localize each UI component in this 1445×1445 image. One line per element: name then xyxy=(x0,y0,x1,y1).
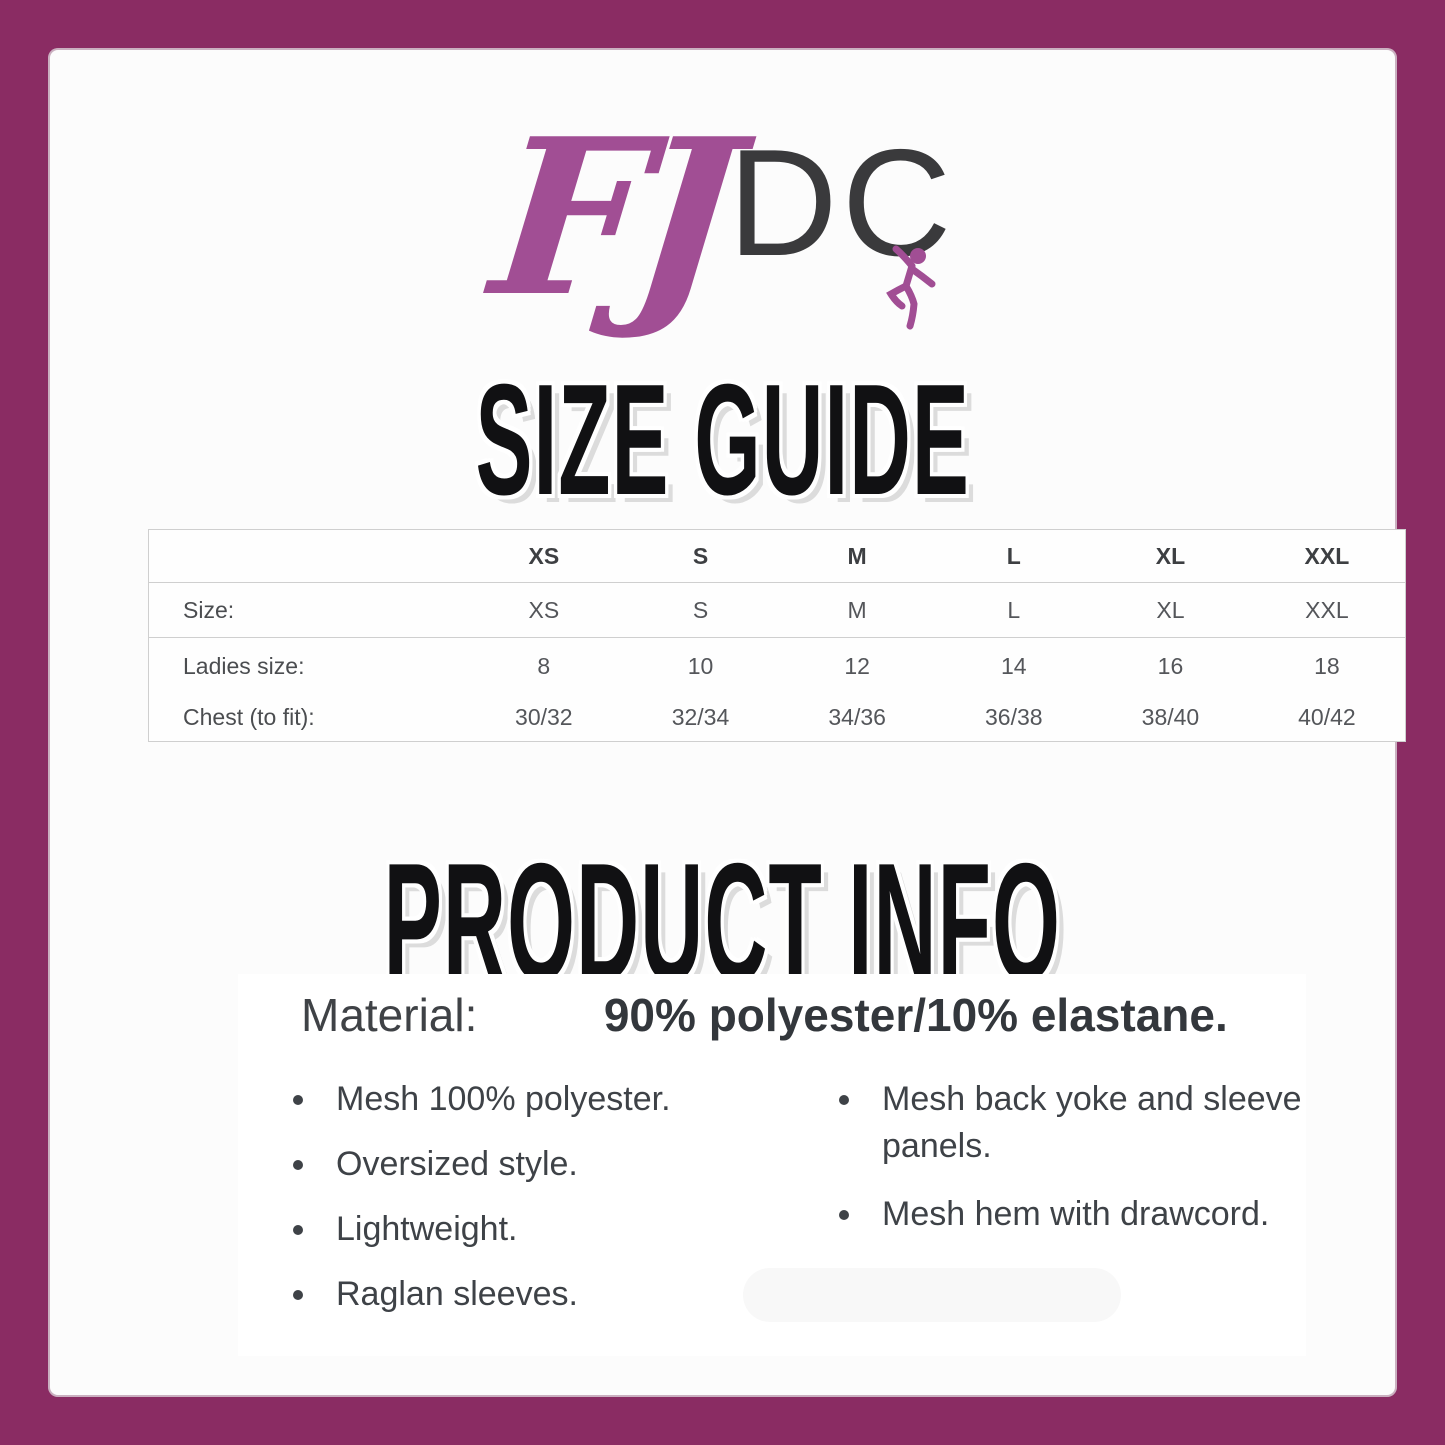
list-item: Raglan sleeves. xyxy=(320,1271,740,1318)
list-item: Mesh back yoke and sleeve panels. xyxy=(866,1076,1336,1170)
table-cell: 32/34 xyxy=(671,704,730,731)
logo-script-letters: FJ xyxy=(482,91,736,344)
list-item: Mesh 100% polyester. xyxy=(320,1076,740,1123)
row-label: Size: xyxy=(183,596,235,623)
table-cell: 36/38 xyxy=(985,704,1043,731)
table-cell: 8 xyxy=(537,652,551,679)
table-cell: XS xyxy=(528,596,560,623)
table-cell: L xyxy=(1007,596,1021,623)
material-label: Material: xyxy=(301,989,478,1041)
list-item: Lightweight. xyxy=(320,1206,740,1253)
product-info-box: Material: 90% polyester/10% elastane. Me… xyxy=(238,974,1306,1356)
size-table-header-row: XS S M L XL XXL xyxy=(148,530,1406,583)
size-table-corner-cell xyxy=(149,530,466,583)
brand-logo: FJDC xyxy=(48,91,1397,344)
material-row: Material: 90% polyester/10% elastane. xyxy=(238,988,1306,1042)
table-cell: M xyxy=(847,596,867,623)
table-cell: 12 xyxy=(844,652,870,679)
table-cell: 30/32 xyxy=(515,704,573,731)
row-label: Ladies size: xyxy=(183,652,305,679)
page-panel: FJDC SIZE GUIDE XS S xyxy=(48,48,1406,1397)
size-table-col-header: XL xyxy=(1155,542,1186,569)
feature-list-left: Mesh 100% polyester. Oversized style. Li… xyxy=(280,1076,740,1336)
list-item: Mesh hem with drawcord. xyxy=(866,1191,1336,1238)
table-cell: 40/42 xyxy=(1298,704,1356,731)
table-cell: 10 xyxy=(687,652,714,679)
table-cell: 14 xyxy=(1001,652,1027,679)
size-table-col-header: XS xyxy=(528,542,560,569)
table-cell: S xyxy=(692,596,709,623)
size-table-col-header: S xyxy=(692,542,709,569)
table-row: Ladies size: 8 10 12 14 16 18 xyxy=(149,638,1406,695)
faded-highlight-shape xyxy=(743,1268,1121,1322)
row-label: Chest (to fit): xyxy=(183,704,315,731)
list-item: Oversized style. xyxy=(320,1141,740,1188)
table-cell: XL xyxy=(1156,596,1185,623)
feature-list-right: Mesh back yoke and sleeve panels. Mesh h… xyxy=(826,1076,1336,1259)
size-table-col-header: L xyxy=(1006,542,1021,569)
table-cell: 18 xyxy=(1314,652,1340,679)
table-cell: XXL xyxy=(1305,596,1349,623)
table-row: Chest (to fit): 30/32 32/34 34/36 36/38 … xyxy=(149,695,1406,742)
size-table: XS S M L XL XXL Size: XS S M L XL XXL xyxy=(148,529,1406,742)
size-guide-title: SIZE GUIDE xyxy=(48,350,1397,531)
table-cell: 16 xyxy=(1157,652,1184,679)
dancer-icon xyxy=(886,245,936,330)
table-cell: 38/40 xyxy=(1141,704,1200,731)
material-value: 90% polyester/10% elastane. xyxy=(603,989,1228,1041)
size-table-col-header: M xyxy=(847,542,867,569)
table-row: Size: XS S M L XL XXL xyxy=(148,583,1406,638)
table-cell: 34/36 xyxy=(828,704,886,731)
size-table-col-header: XXL xyxy=(1304,542,1350,569)
size-guide-title-text: SIZE GUIDE xyxy=(475,352,970,528)
